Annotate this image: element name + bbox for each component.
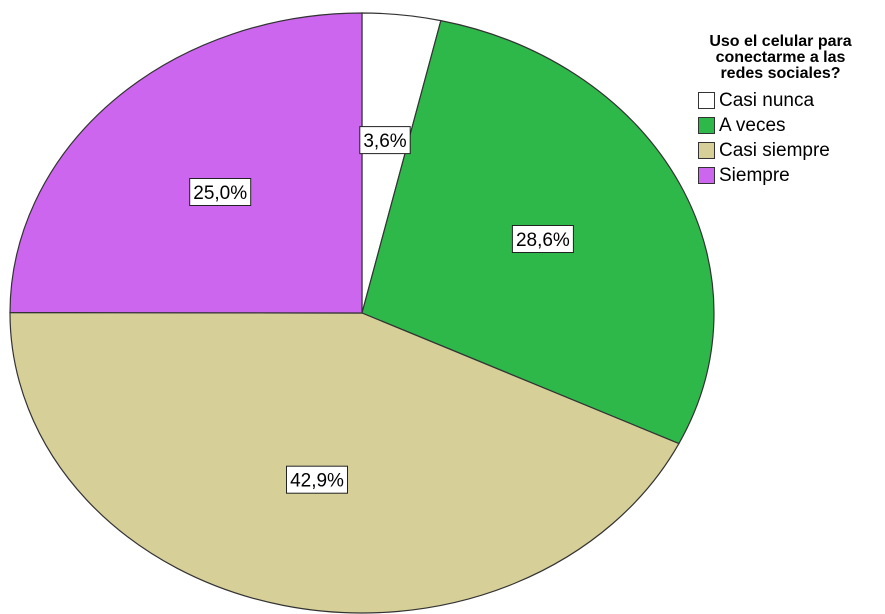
legend-item-casi-siempre: Casi siempre xyxy=(698,138,883,163)
pie-label-casi-siempre: 42,9% xyxy=(286,465,348,494)
pie-label-text: 3,6% xyxy=(363,131,406,152)
pie-label-text: 25,0% xyxy=(193,183,247,204)
legend-label: Siempre xyxy=(719,164,790,186)
legend-swatch xyxy=(698,92,715,109)
legend-item-siempre: Siempre xyxy=(698,163,883,188)
pie-label-siempre: 25,0% xyxy=(189,178,252,206)
legend-swatch xyxy=(698,117,715,134)
pie-label-a-veces: 28,6% xyxy=(511,225,574,253)
legend-swatch xyxy=(698,142,715,159)
legend-list: Casi nunca A veces Casi siempre Siempre xyxy=(698,88,883,188)
legend-title: Uso el celular para conectarme a las red… xyxy=(709,33,852,82)
pie-slice-siempre xyxy=(9,12,363,314)
legend-item-a-veces: A veces xyxy=(698,113,883,138)
legend-label: Casi nunca xyxy=(719,89,815,111)
pie-label-text: 28,6% xyxy=(516,230,570,251)
legend-swatch xyxy=(698,167,715,184)
pie-label-casi-nunca: 3,6% xyxy=(359,126,411,155)
pie-label-box xyxy=(359,126,411,155)
pie-label-box xyxy=(189,178,252,206)
legend-label: Casi siempre xyxy=(719,139,830,161)
pie-slice-casi-siempre xyxy=(9,311,680,614)
legend-item-casi-nunca: Casi nunca xyxy=(698,88,883,113)
pie-label-text: 42,9% xyxy=(290,471,344,492)
legend-label: A veces xyxy=(719,114,786,136)
legend: Uso el celular para conectarme a las red… xyxy=(678,34,883,188)
pie-label-box xyxy=(286,465,348,494)
pie-label-box xyxy=(511,225,574,253)
